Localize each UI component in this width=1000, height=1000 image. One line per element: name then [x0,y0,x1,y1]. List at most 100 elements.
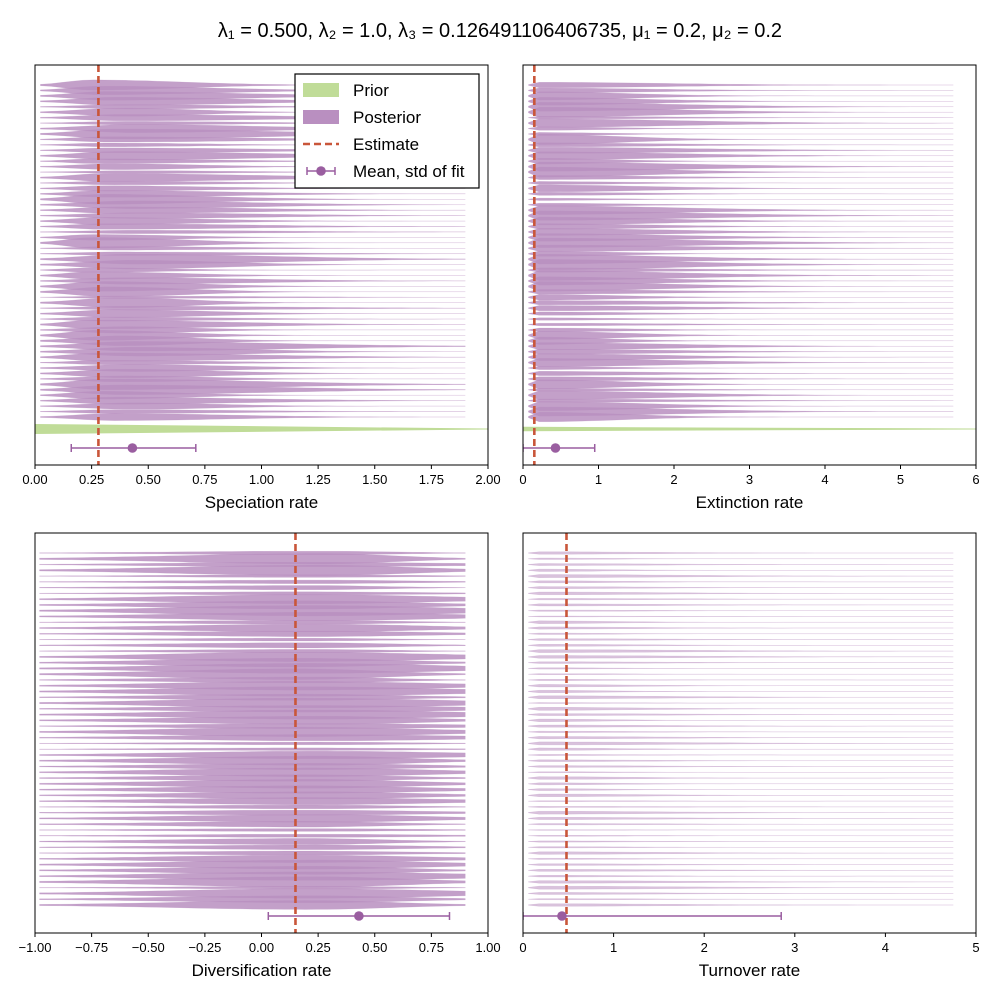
posterior-violin [40,360,466,365]
fit-mean-point [557,911,567,921]
posterior-violin [528,903,954,907]
fit-mean-point [550,443,561,453]
posterior-violin [528,323,954,326]
posterior-violin [39,637,466,642]
posterior-violin [39,734,466,741]
posterior-violin [528,166,954,178]
posterior-violin [528,736,954,740]
posterior-violin [40,286,466,297]
posterior-violin [528,718,954,722]
axes-frame [522,532,977,934]
posterior-violin [528,793,954,797]
posterior-violin [528,276,954,286]
posterior-violin [528,892,954,895]
posterior-violin [39,686,466,697]
posterior-violin [40,396,466,405]
posterior-violin [39,574,466,578]
posterior-violin [39,791,466,800]
posterior-violin [39,723,466,729]
posterior-violin [528,885,954,890]
posterior-violin [528,598,954,601]
chart-panel-1: 0.00 0.25 0.50 0.75 1.00 1.25 1.50 1.75 2.00 Spec… [22,64,501,512]
posterior-violin [40,267,466,273]
x-tick-label: 0.75 [192,472,217,487]
x-tick-label: 0.25 [79,472,104,487]
posterior-violin [528,782,954,786]
posterior-violin [528,632,954,635]
posterior-violin [40,260,466,270]
posterior-violin [528,851,954,855]
posterior-violin [39,850,466,856]
posterior-violin [528,568,954,572]
posterior-violin [528,147,954,154]
x-tick-label: 1.00 [249,472,274,487]
legend-swatch-posterior [303,110,339,124]
posterior-violin [528,673,954,675]
posterior-violin [39,767,466,777]
posterior-violin [40,230,466,234]
chart-panel-2: 0 1 2 3 4 5 6 Extinction rate [519,64,980,512]
posterior-violin [528,551,954,555]
posterior-violin [39,779,466,789]
posterior-violin [39,785,466,794]
posterior-violin [528,305,954,311]
posterior-violin [528,107,954,118]
posterior-violin [528,586,954,589]
plot-area [35,65,488,465]
posterior-violin [528,835,954,837]
posterior-violin [528,331,954,340]
posterior-violin [528,376,954,382]
posterior-violin [39,834,466,838]
posterior-violin [39,895,466,903]
posterior-violin [39,804,466,809]
posterior-violin [39,747,466,751]
posterior-violin [39,844,466,850]
posterior-violin [528,223,954,230]
posterior-violin [528,741,954,746]
posterior-violin [528,695,954,699]
posterior-violin [528,197,954,201]
posterior-violin [528,574,954,578]
posterior-violin [528,289,954,295]
prior-violin [523,426,976,432]
posterior-violin [39,876,466,888]
posterior-violin [528,175,954,180]
posterior-violin [39,774,466,782]
posterior-violin [39,553,466,565]
x-tick-label: 3 [791,940,798,955]
posterior-violin [528,203,954,207]
posterior-violin [528,788,954,791]
x-tick-label: 1.25 [305,472,330,487]
x-tick-label: 1 [610,940,617,955]
posterior-violin [39,814,466,823]
posterior-violin [528,406,954,417]
posterior-violin [528,679,954,681]
posterior-violin [528,259,954,270]
posterior-violin [528,759,954,762]
posterior-violin [528,281,954,292]
posterior-violin [528,342,954,351]
posterior-violin [528,412,954,422]
posterior-violin [528,724,954,728]
posterior-violin [40,217,466,225]
posterior-violin [39,585,466,590]
posterior-violin [528,184,954,193]
chart-panel-4: 0 1 2 3 4 5 Turnover rate [519,532,980,980]
x-tick-label: 4 [821,472,828,487]
posterior-violin [528,898,954,900]
posterior-violin [40,409,466,414]
posterior-violin [528,91,954,101]
posterior-violin [528,620,954,624]
x-tick-label: 1 [595,472,602,487]
posterior-violin [39,579,466,584]
posterior-violin [528,270,954,281]
posterior-violin [40,206,466,214]
posterior-violin [40,246,466,251]
x-tick-label: 2 [701,940,708,955]
posterior-violin [528,398,954,403]
legend: Prior Posterior Estimate Mean, std of fit [294,73,480,189]
posterior-violin [528,388,954,392]
posterior-violin [39,564,466,576]
posterior-violin [528,730,954,733]
panels: 0.00 0.25 0.50 0.75 1.00 1.25 1.50 1.75 2.00 Spec… [19,64,980,980]
